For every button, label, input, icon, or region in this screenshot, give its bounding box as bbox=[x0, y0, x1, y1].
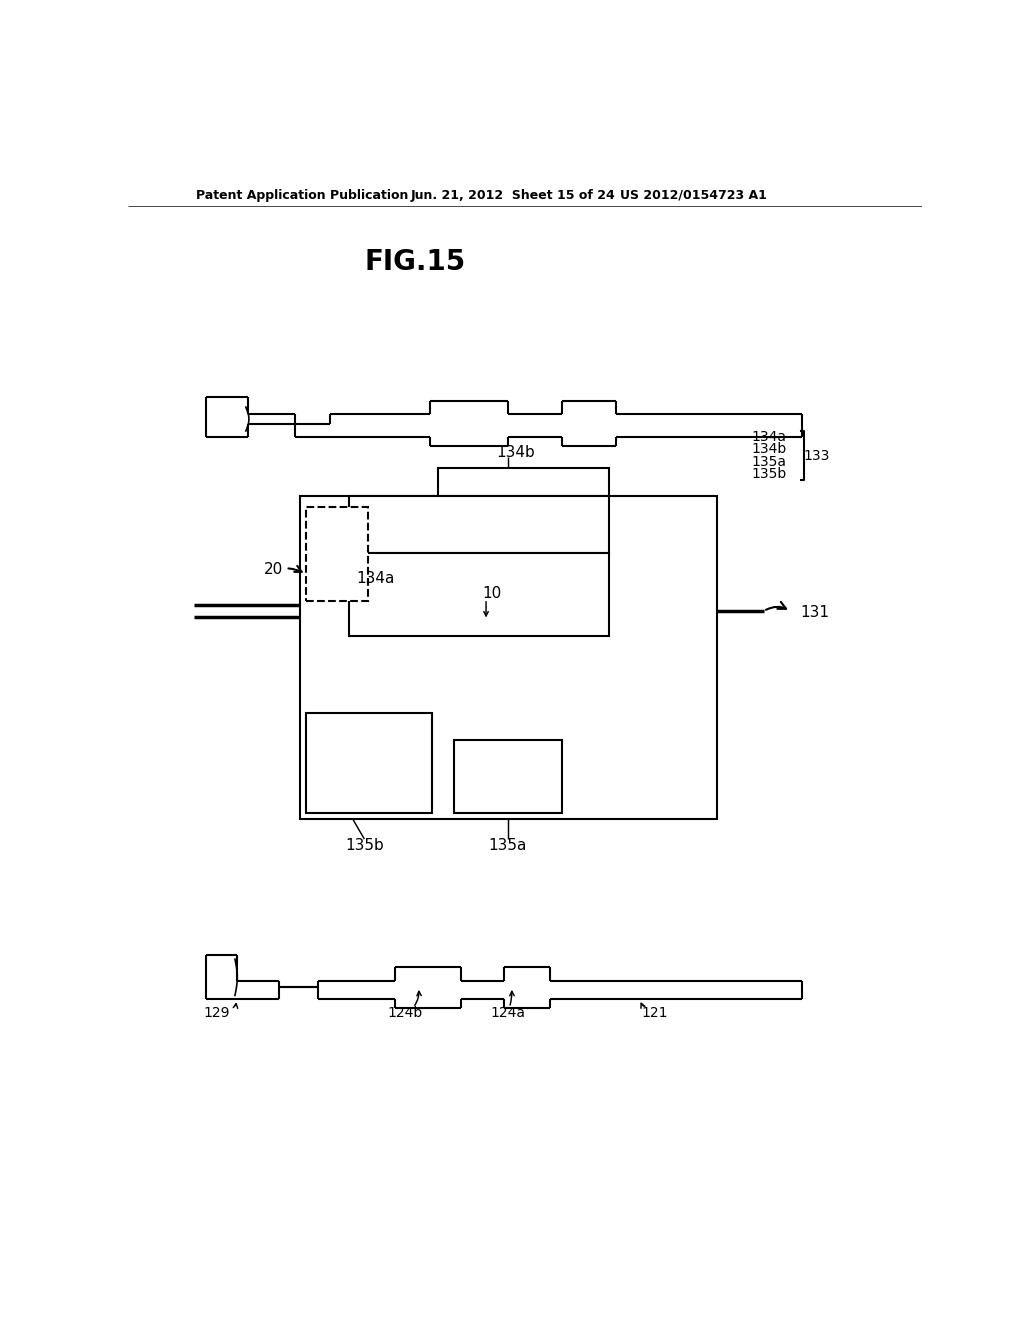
Bar bbox=[454, 739, 562, 813]
Bar bbox=[306, 507, 369, 601]
Bar bbox=[438, 469, 608, 496]
Text: 133: 133 bbox=[804, 449, 830, 462]
Text: US 2012/0154723 A1: US 2012/0154723 A1 bbox=[621, 189, 767, 202]
Text: 10: 10 bbox=[482, 586, 502, 601]
Text: 124a: 124a bbox=[490, 1006, 525, 1020]
Text: Patent Application Publication: Patent Application Publication bbox=[197, 189, 409, 202]
Text: 134a: 134a bbox=[356, 570, 395, 586]
Text: Jun. 21, 2012  Sheet 15 of 24: Jun. 21, 2012 Sheet 15 of 24 bbox=[411, 189, 615, 202]
Text: 134b: 134b bbox=[752, 442, 787, 457]
Text: 134a: 134a bbox=[752, 430, 786, 444]
Text: 131: 131 bbox=[801, 605, 829, 620]
Bar bbox=[349, 553, 608, 636]
Text: 134b: 134b bbox=[496, 445, 535, 461]
Bar bbox=[306, 713, 432, 813]
Text: 135a: 135a bbox=[752, 455, 786, 469]
Bar bbox=[300, 496, 717, 818]
Text: 135a: 135a bbox=[488, 838, 527, 853]
Text: 121: 121 bbox=[642, 1006, 669, 1020]
Text: 124b: 124b bbox=[388, 1006, 423, 1020]
Text: FIG.15: FIG.15 bbox=[365, 248, 465, 276]
Text: 20: 20 bbox=[263, 562, 302, 577]
Text: 135b: 135b bbox=[345, 838, 384, 853]
Text: 129: 129 bbox=[204, 1006, 230, 1020]
Bar bbox=[349, 496, 608, 553]
Text: 135b: 135b bbox=[752, 467, 787, 480]
